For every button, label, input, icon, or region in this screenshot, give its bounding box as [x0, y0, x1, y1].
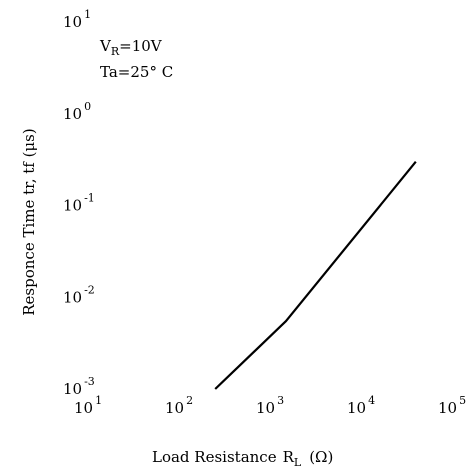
y-tick-exponent: -2 — [84, 283, 95, 296]
x-tick-exponent: 3 — [277, 394, 284, 407]
x-axis-title-symbol: R — [283, 448, 295, 466]
annotation-vr-value: =10V — [119, 37, 163, 55]
annotation-vr-subscript: R — [111, 45, 120, 58]
x-tick-base: 10 — [256, 399, 275, 417]
annotation-vr: VR=10V — [99, 37, 163, 58]
y-axis-title: Responce Time tr, tf (μs) — [20, 128, 38, 315]
x-tick-labels: 10 1 10 2 10 3 10 4 10 5 — [74, 394, 466, 417]
x-tick-base: 10 — [438, 399, 457, 417]
annotation-ta: Ta=25° C — [100, 63, 173, 81]
y-tick-label: 10 -3 — [63, 375, 95, 398]
x-tick-exponent: 5 — [459, 394, 466, 407]
x-tick-base: 10 — [74, 399, 93, 417]
x-tick-base: 10 — [347, 399, 366, 417]
x-tick-label: 10 1 — [74, 394, 102, 417]
y-tick-label: 10 1 — [63, 8, 91, 31]
x-tick-label: 10 5 — [438, 394, 466, 417]
y-tick-exponent: 0 — [84, 100, 91, 113]
y-tick-exponent: -1 — [84, 192, 95, 205]
y-tick-exponent: -3 — [84, 375, 95, 388]
x-tick-exponent: 2 — [186, 394, 193, 407]
x-tick-label: 10 4 — [347, 394, 375, 417]
y-tick-base: 10 — [63, 288, 82, 306]
x-tick-label: 10 2 — [165, 394, 193, 417]
y-tick-base: 10 — [63, 380, 82, 398]
x-tick-exponent: 4 — [368, 394, 375, 407]
x-axis-title-text: Load Resistance — [152, 448, 277, 466]
y-tick-exponent: 1 — [84, 8, 91, 21]
y-tick-label: 10 -2 — [63, 283, 95, 306]
x-axis-title: Load Resistance RL (Ω) — [152, 448, 333, 469]
y-tick-label: 10 0 — [63, 100, 91, 123]
x-axis-title-unit: (Ω) — [309, 448, 333, 466]
x-tick-exponent: 1 — [95, 394, 102, 407]
x-tick-base: 10 — [165, 399, 184, 417]
x-tick-label: 10 3 — [256, 394, 284, 417]
y-tick-label: 10 -1 — [63, 192, 95, 215]
y-tick-base: 10 — [63, 105, 82, 123]
x-axis-title-subscript: L — [294, 456, 302, 469]
series-line — [214, 161, 417, 390]
y-tick-base: 10 — [63, 197, 82, 215]
y-tick-base: 10 — [63, 13, 82, 31]
annotation-vr-symbol: V — [99, 37, 112, 55]
